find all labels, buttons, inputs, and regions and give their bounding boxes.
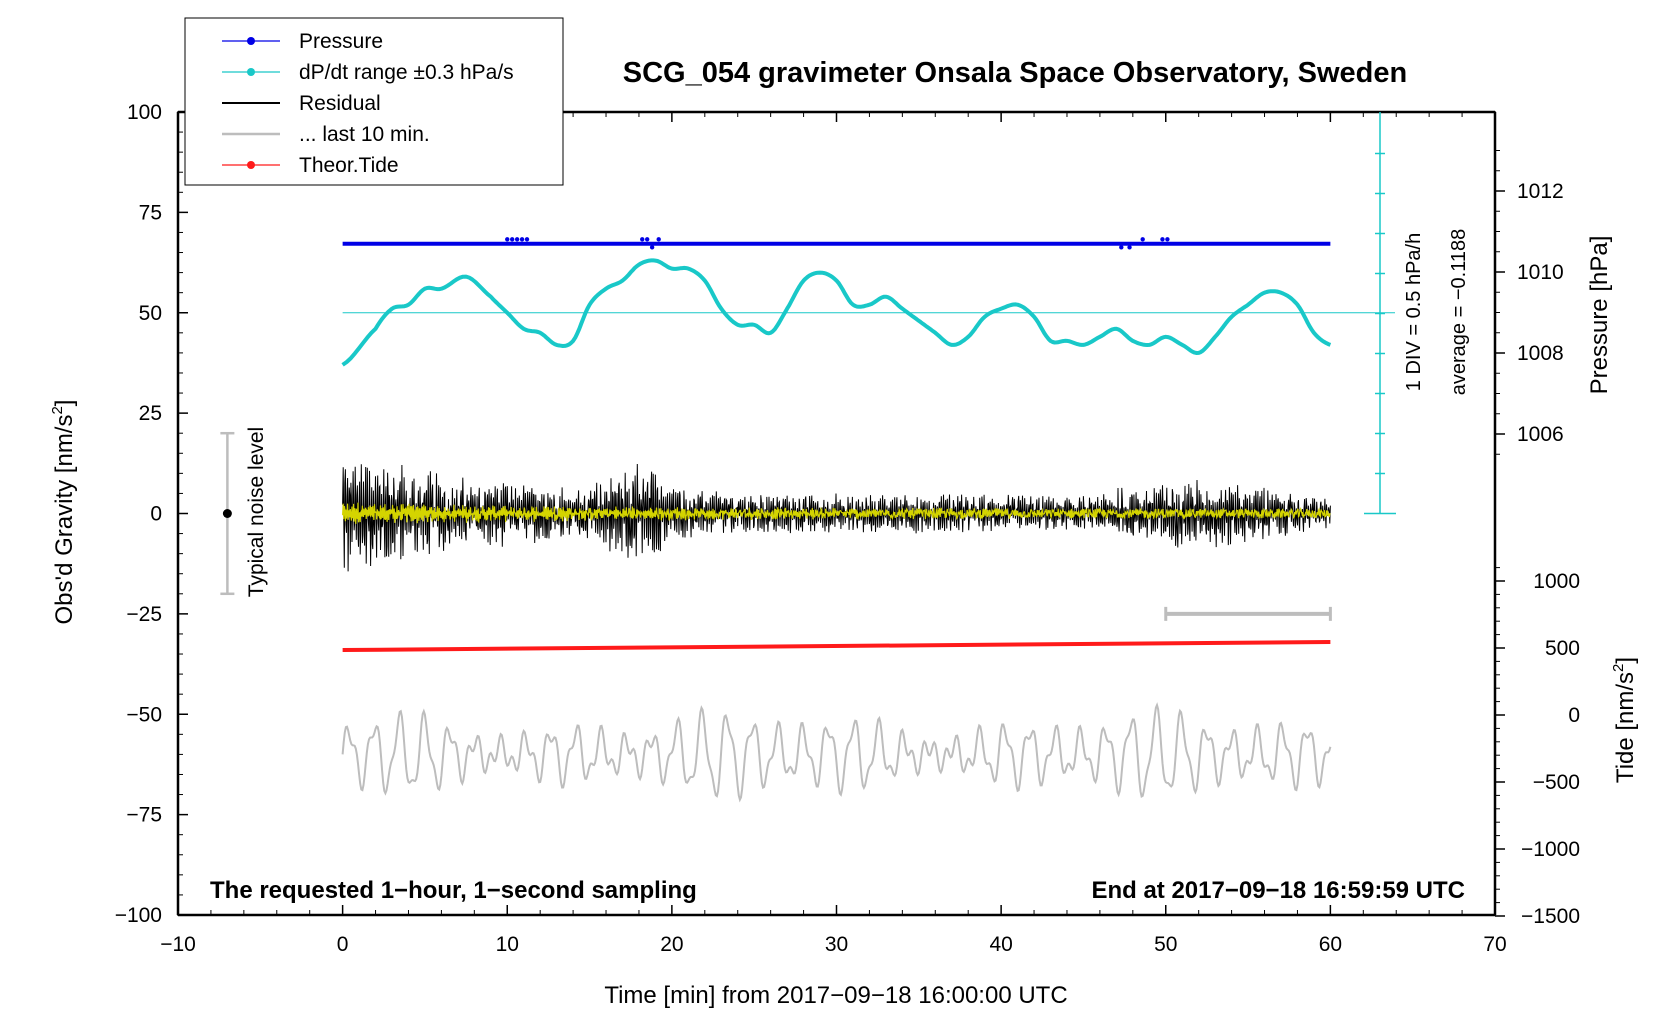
x-tick-label: 30 xyxy=(825,933,848,956)
x-tick-label: −10 xyxy=(160,933,196,956)
smoothed-residual-series xyxy=(342,502,1331,524)
pressure-tick-label: 1012 xyxy=(1517,180,1564,203)
pressure-marker xyxy=(640,237,645,242)
legend-box xyxy=(184,17,564,186)
pressure-marker xyxy=(1127,245,1132,250)
pressure-axis: 1006 1008 1010 1012 xyxy=(1495,150,1564,455)
y-tick-label: 100 xyxy=(127,101,162,124)
x-tick-label: 70 xyxy=(1483,933,1506,956)
y-tick-label: −100 xyxy=(115,904,162,927)
x-tick-label: 20 xyxy=(660,933,683,956)
pressure-tick-label: 1008 xyxy=(1517,342,1564,365)
x-tick-label: 50 xyxy=(1154,933,1177,956)
tide-tick-label: −1000 xyxy=(1521,838,1580,861)
bottom-left-note: The requested 1−hour, 1−second sampling xyxy=(210,877,697,904)
theor-tide-series xyxy=(342,639,1331,653)
x-axis-label: Time [min] from 2017−09−18 16:00:00 UTC xyxy=(604,982,1067,1009)
x-tick-label: 40 xyxy=(989,933,1012,956)
noise-bar-center xyxy=(222,509,232,518)
y-label-left-text: Obs'd Gravity [nm/s xyxy=(51,415,78,625)
average-label: average = −0.1188 xyxy=(1448,229,1470,395)
pressure-marker xyxy=(644,237,650,242)
y-axis-label-left: Obs'd Gravity [nm/s2] xyxy=(49,400,78,625)
dpdt-series xyxy=(341,258,1332,367)
tide-tick-label: −500 xyxy=(1533,771,1580,794)
tide-label-close: ] xyxy=(1612,657,1639,664)
last-10-min-bar xyxy=(1164,606,1332,621)
x-tick-label: 60 xyxy=(1319,933,1342,956)
legend-label: dP/dt range ±0.3 hPa/s xyxy=(299,61,514,84)
legend-label: Residual xyxy=(299,92,381,115)
legend-marker xyxy=(247,37,255,45)
legend-label: Pressure xyxy=(299,30,383,53)
pressure-marker xyxy=(1119,245,1124,250)
y-tick-label: −50 xyxy=(126,703,162,726)
y-tick-label: −25 xyxy=(126,603,162,626)
tide-tick-label: 0 xyxy=(1568,704,1580,727)
pressure-marker xyxy=(656,237,661,242)
div-label: 1 DIV = 0.5 hPa/h xyxy=(1403,233,1425,391)
tide-label-sup: 2 xyxy=(1610,664,1627,672)
tide-tick-label: 500 xyxy=(1545,637,1580,660)
pressure-marker xyxy=(514,237,520,242)
tide-axis: −1500 −1000 −500 0 500 1000 xyxy=(1495,567,1580,928)
y-axis-ticks: −100 −75 −50 −25 0 25 50 75 100 xyxy=(115,101,188,927)
legend-items: Pressure dP/dt range ±0.3 hPa/s Residual..… xyxy=(222,30,514,177)
pressure-marker xyxy=(1165,237,1170,242)
legend-label: Theor.Tide xyxy=(299,154,399,177)
tide-tick-label: 1000 xyxy=(1533,570,1580,593)
div-scale xyxy=(1364,112,1396,515)
pressure-marker xyxy=(505,237,510,242)
pressure-marker xyxy=(509,237,515,242)
y-tick-label: 75 xyxy=(139,201,162,224)
noise-level-bar xyxy=(220,431,235,596)
pressure-marker xyxy=(1140,237,1145,242)
pressure-tick-label: 1006 xyxy=(1517,423,1564,446)
pressure-marker xyxy=(524,237,530,242)
y-tick-label: −75 xyxy=(126,804,162,827)
y-tick-label: 50 xyxy=(139,302,162,325)
pressure-marker xyxy=(519,237,525,242)
chart-title: SCG_054 gravimeter Onsala Space Observat… xyxy=(623,57,1407,89)
x-tick-label: 0 xyxy=(337,933,349,956)
legend-marker xyxy=(247,161,255,169)
y-tick-label: 25 xyxy=(139,402,162,425)
x-tick-label: 10 xyxy=(496,933,519,956)
y-label-left-close: ] xyxy=(51,400,78,407)
pressure-tick-label: 1010 xyxy=(1517,261,1564,284)
bottom-right-note: End at 2017−09−18 16:59:59 UTC xyxy=(1091,877,1465,904)
tide-axis-label: Tide [nm/s2] xyxy=(1610,657,1639,783)
legend-marker xyxy=(247,68,255,76)
pressure-marker xyxy=(1160,237,1165,242)
last-10-min-series xyxy=(341,702,1332,803)
pressure-markers xyxy=(505,237,1170,250)
legend: Pressure dP/dt range ±0.3 hPa/s Residual..… xyxy=(184,17,564,186)
y-label-left-sup: 2 xyxy=(49,406,66,414)
tide-tick-label: −1500 xyxy=(1521,905,1580,928)
y-tick-label: 0 xyxy=(150,503,162,526)
noise-level-label: Typical noise level xyxy=(245,427,268,597)
pressure-axis-label: Pressure [hPa] xyxy=(1586,236,1613,395)
legend-label: ... last 10 min. xyxy=(299,123,430,146)
tide-label-text: Tide [nm/s xyxy=(1612,672,1639,783)
pressure-marker xyxy=(649,245,655,250)
